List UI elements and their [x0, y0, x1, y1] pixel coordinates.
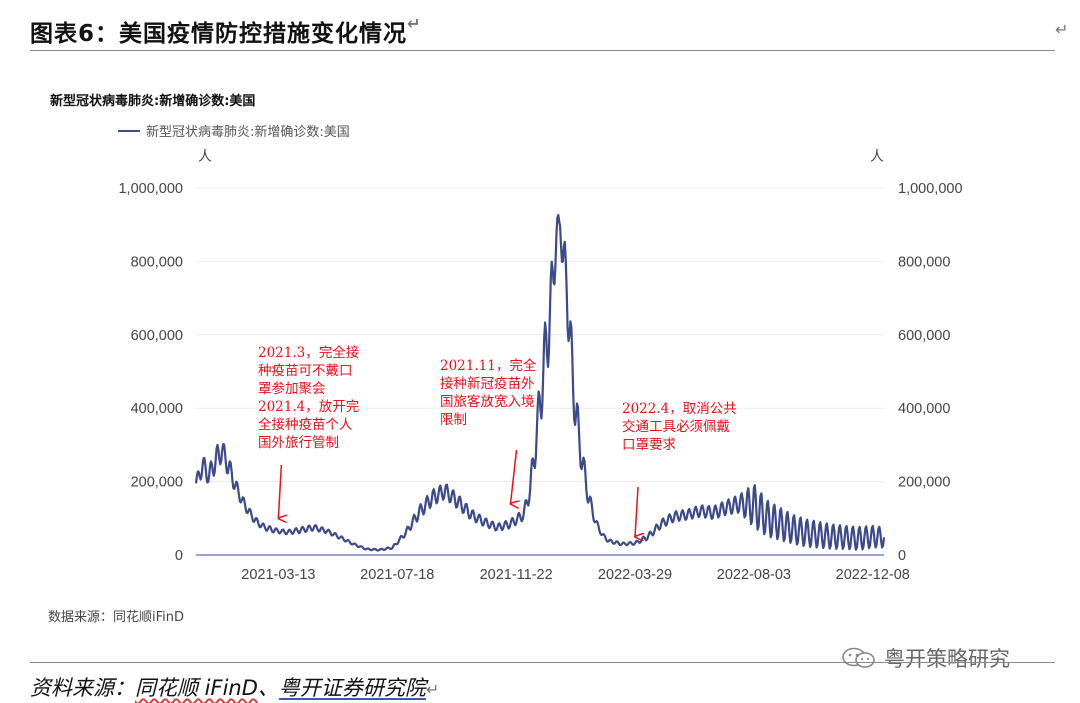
y-tick-label-left: 1,000,000	[118, 181, 183, 197]
y-tick-label-left: 600,000	[131, 328, 183, 344]
source-divider	[30, 662, 1055, 663]
y-tick-label-left: 0	[175, 548, 183, 564]
x-tick-label: 2021-11-22	[480, 567, 553, 583]
y-tick-label-right: 1,000,000	[898, 181, 963, 197]
annotation-arrow	[635, 486, 638, 537]
y-tick-label-left: 800,000	[131, 254, 183, 270]
figure-title: 图表6：美国疫情防控措施变化情况 ↵	[30, 14, 420, 48]
source-institute: 粤开证券研究院	[278, 676, 426, 700]
legend-line-swatch	[118, 129, 140, 132]
y-tick-label-right: 600,000	[898, 328, 950, 344]
x-tick-label: 2022-08-03	[717, 567, 791, 583]
annotation-arrow	[278, 464, 281, 518]
watermark: 粤开策略研究	[842, 643, 1010, 673]
y-tick-label-left: 400,000	[131, 401, 183, 417]
source-prefix: 资料来源：	[30, 676, 135, 700]
series-layer	[194, 213, 886, 552]
y-tick-label-right: 200,000	[898, 475, 950, 491]
wechat-icon	[842, 647, 875, 668]
annotation-arrow	[511, 449, 517, 504]
chart-source: 数据来源：同花顺iFinD	[48, 610, 185, 625]
series-line	[194, 213, 886, 552]
figure-title-text: 图表6：美国疫情防控措施变化情况	[30, 21, 408, 47]
annotation-2021-11: 2021.11，完全 接种新冠疫苗外 国旅客放宽入境 限制	[440, 358, 537, 428]
annotation-2022-04: 2022.4，取消公共 交通工具必须佩戴 口罩要求	[622, 401, 737, 453]
x-tick-label: 2021-03-13	[241, 567, 315, 583]
chart-heading: 新型冠状病毒肺炎:新增确诊数:美国	[50, 94, 256, 109]
y-tick-label-right: 800,000	[898, 254, 950, 270]
annotation-2021-03: 2021.3，完全接 种疫苗可不戴口 罩参加聚会 2021.4，放开完 全接种疫…	[258, 345, 360, 451]
watermark-text: 粤开策略研究	[884, 647, 1010, 671]
y-tick-label-left: 200,000	[131, 475, 183, 491]
figure-source: 资料来源：同花顺 iFinD、粤开证券研究院↵	[30, 672, 439, 702]
grid-layer	[196, 187, 884, 483]
return-mark-icon: ↵	[1055, 20, 1069, 39]
source-ifind: 同花顺 iFinD	[135, 676, 258, 700]
chart-legend: 新型冠状病毒肺炎:新增确诊数:美国	[118, 121, 350, 140]
x-tick-label: 2022-03-29	[598, 567, 672, 583]
return-mark-icon: ↵	[425, 680, 440, 699]
y-tick-label-right: 0	[898, 548, 906, 564]
source-separator: 、	[257, 676, 279, 700]
return-mark-icon: ↵	[407, 14, 422, 33]
annotation-arrows-layer	[278, 449, 638, 537]
y-axis-left-unit: 人	[198, 149, 212, 165]
x-tick-label: 2021-07-18	[360, 567, 434, 583]
y-tick-label-right: 400,000	[898, 401, 950, 417]
axis-layer: 0 0 200,000 200,000 400,000 400,000 600,000 600…	[118, 181, 962, 583]
title-divider	[30, 50, 1055, 51]
y-axis-right-unit: 人	[870, 149, 884, 165]
x-tick-label: 2022-12-08	[836, 567, 910, 583]
legend-series-label: 新型冠状病毒肺炎:新增确诊数:美国	[146, 125, 350, 140]
